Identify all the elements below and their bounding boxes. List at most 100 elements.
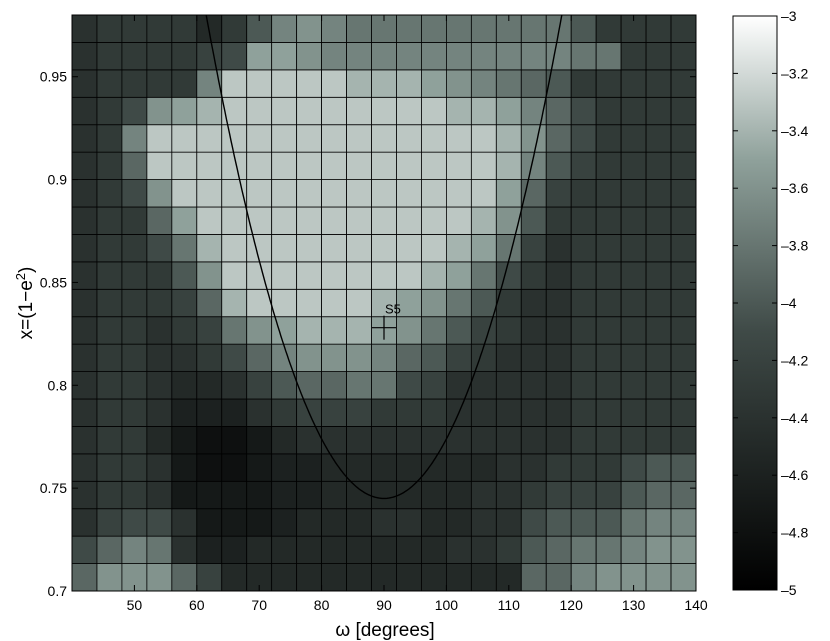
heatmap-cell: [246, 535, 273, 564]
heatmap-cell: [421, 453, 447, 482]
heatmap-cell: [495, 42, 522, 71]
heatmap-cell: [221, 316, 248, 345]
heatmap-cell: [321, 535, 347, 564]
heatmap-cell: [670, 124, 697, 153]
heatmap-cell: [96, 124, 123, 153]
heatmap-cell: [171, 288, 198, 318]
heatmap-cell: [296, 371, 323, 400]
heatmap-cell: [146, 234, 173, 263]
heatmap-cell: [221, 535, 248, 564]
heatmap-cell: [246, 179, 273, 208]
heatmap-cell: [645, 480, 672, 510]
heatmap-cell: [396, 535, 422, 564]
heatmap-cell: [271, 288, 298, 318]
heatmap-cell: [171, 371, 198, 400]
boundary-curve: [205, 15, 563, 500]
heatmap-cell: [670, 96, 697, 126]
heatmap-cell: [520, 234, 547, 263]
heatmap-cell: [346, 124, 372, 153]
heatmap-cell: [421, 535, 447, 564]
heatmap-cell: [321, 343, 347, 372]
heatmap-cell: [570, 234, 597, 263]
heatmap-cell: [620, 206, 647, 235]
heatmap-cell: [346, 398, 372, 427]
heatmap-cell: [271, 14, 298, 43]
heatmap-cell: [545, 563, 572, 592]
heatmap-cell: [670, 14, 697, 43]
heatmap-cell: [645, 371, 672, 400]
heatmap-cell: [445, 14, 472, 43]
heatmap-cell: [470, 426, 497, 455]
heatmap-cell: [495, 69, 522, 98]
heatmap-cell: [620, 480, 647, 510]
heatmap-cell: [221, 343, 248, 372]
heatmap-cell: [321, 124, 347, 153]
heatmap-cell: [620, 151, 647, 180]
heatmap-cell: [321, 371, 347, 400]
heatmap-cell: [321, 206, 347, 235]
heatmap-cell: [371, 343, 397, 372]
heatmap-cell: [470, 69, 497, 98]
heatmap-cell: [421, 14, 447, 43]
heatmap-cell: [495, 508, 522, 537]
colorbar-tick-label: –3.4: [781, 123, 808, 139]
heatmap-cell: [520, 206, 547, 235]
heatmap-cell: [271, 453, 298, 482]
heatmap-cell: [595, 563, 622, 592]
heatmap-cell: [321, 316, 347, 345]
heatmap-cell: [321, 96, 347, 126]
heatmap-cell: [495, 426, 522, 455]
heatmap-cell: [196, 343, 223, 372]
heatmap-cell: [445, 234, 472, 263]
heatmap-cell: [445, 124, 472, 153]
heatmap-cell: [396, 42, 422, 71]
heatmap-cell: [545, 398, 572, 427]
x-tick-label: 140: [684, 597, 708, 613]
heatmap-cell: [645, 42, 672, 71]
heatmap-cell: [371, 42, 397, 71]
heatmap-cell: [670, 69, 697, 98]
colorbar-ticks: –3 –3.2 –3.4 –3.6 –3.8 –4 –4.2 –4.4 –4.6 –4.8 –5: [733, 8, 808, 598]
heatmap-cell: [146, 96, 173, 126]
heatmap-cell: [445, 206, 472, 235]
heatmap-cell: [520, 316, 547, 345]
x-tick-label: 90: [376, 597, 392, 613]
heatmap-cell: [171, 535, 198, 564]
heatmap-cell: [146, 316, 173, 345]
heatmap-cell: [346, 371, 372, 400]
heatmap-cell: [620, 124, 647, 153]
heatmap-cell: [520, 453, 547, 482]
heatmap-cell: [421, 563, 447, 592]
heatmap-cell: [545, 179, 572, 208]
heatmap-cell: [371, 371, 397, 400]
heatmap-cell: [171, 69, 198, 98]
heatmap-cell: [221, 261, 248, 290]
heatmap-cell: [171, 124, 198, 153]
heatmap-cell: [171, 563, 198, 592]
heatmap-cell: [71, 563, 98, 592]
heatmap-cell: [495, 179, 522, 208]
heatmap-cell: [570, 96, 597, 126]
y-tick-label: 0.7: [48, 583, 68, 599]
heatmap-cell: [146, 480, 173, 510]
heatmap-cell: [570, 343, 597, 372]
heatmap-cell: [96, 535, 123, 564]
colorbar: [732, 15, 778, 591]
colorbar-tick-label: –4.2: [781, 352, 808, 368]
heatmap-cell: [246, 343, 273, 372]
heatmap-cell: [371, 535, 397, 564]
heatmap-cell: [421, 508, 447, 537]
y-axis-ticks: 0.7 0.75 0.8 0.85 0.9 0.95: [40, 69, 696, 599]
heatmap-cell: [121, 206, 148, 235]
heatmap-cell: [71, 179, 98, 208]
heatmap-cell: [570, 563, 597, 592]
heatmap-cell: [246, 151, 273, 180]
heatmap-cell: [396, 398, 422, 427]
heatmap-cell: [445, 453, 472, 482]
heatmap-cell: [121, 316, 148, 345]
heatmap-cell: [545, 42, 572, 71]
colorbar-tick-label: –5: [781, 582, 797, 598]
heatmap-cell: [620, 69, 647, 98]
heatmap-cell: [421, 179, 447, 208]
